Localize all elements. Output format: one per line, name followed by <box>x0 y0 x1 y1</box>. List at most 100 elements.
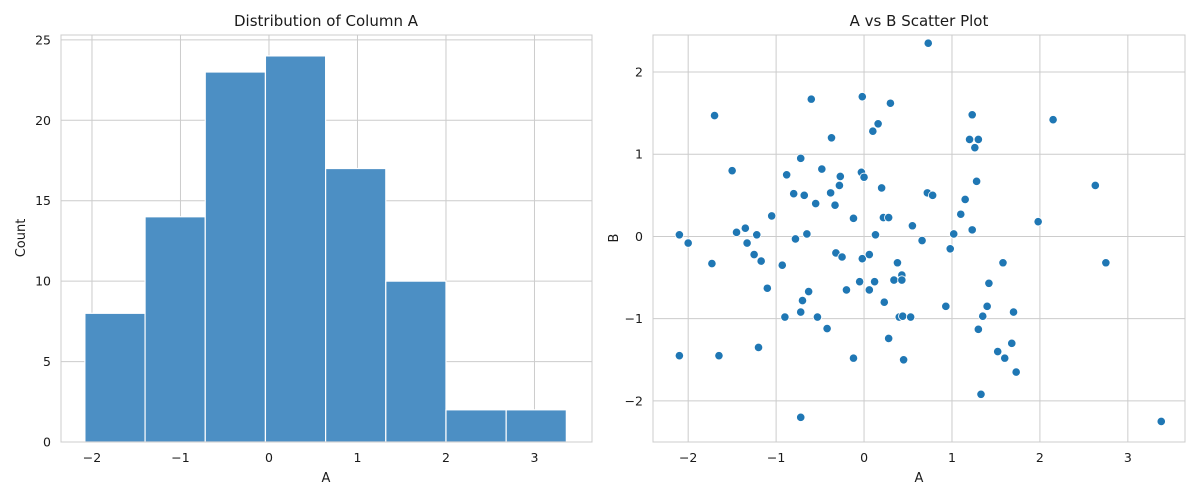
scatter-y-tick-label: −1 <box>625 311 643 326</box>
histogram-x-tick-label: 1 <box>353 450 361 465</box>
scatter-point <box>841 285 852 295</box>
scatter-point <box>796 153 806 163</box>
scatter-point <box>777 260 787 270</box>
scatter-point <box>799 190 809 200</box>
histogram-frame <box>60 34 593 443</box>
histogram-bar <box>325 167 387 443</box>
scatter-y-tick-label: 1 <box>635 147 643 162</box>
scatter-point <box>834 180 845 191</box>
histogram-y-label: Count <box>14 219 29 258</box>
scatter-y-tick-label: 2 <box>635 65 643 80</box>
scatter-point <box>709 110 720 121</box>
scatter-point <box>993 346 1003 357</box>
histogram-x-tick-label: 2 <box>442 450 450 465</box>
scatter-point <box>835 171 845 182</box>
scatter-point <box>790 234 801 244</box>
scatter-point <box>796 412 806 422</box>
scatter-point <box>906 312 916 322</box>
scatter-point <box>749 249 759 260</box>
scatter-point <box>756 256 766 266</box>
scatter-point <box>826 133 837 143</box>
scatter-point <box>753 342 764 353</box>
scatter-point <box>870 230 881 240</box>
histogram-x-tick-label: 3 <box>530 450 538 465</box>
scatter-point <box>864 249 874 260</box>
scatter-y-tick-label: 0 <box>635 229 643 244</box>
scatter-point <box>857 254 867 264</box>
scatter-point <box>868 126 878 136</box>
scatter-point <box>973 324 983 334</box>
scatter-point <box>674 230 684 240</box>
scatter-x-tick-label: 3 <box>1124 450 1132 465</box>
scatter-point <box>884 212 894 223</box>
histogram-bar <box>505 409 567 443</box>
scatter-point <box>837 252 847 262</box>
scatter-point <box>885 98 896 108</box>
histogram-y-tick-label: 0 <box>43 435 51 450</box>
histogram-bar <box>385 280 447 443</box>
histogram-bar <box>204 71 267 443</box>
histogram-bar <box>264 55 327 443</box>
scatter-point <box>923 38 933 48</box>
scatter-point <box>998 258 1008 268</box>
scatter-point <box>964 134 975 145</box>
scatter-point <box>804 286 814 297</box>
scatter-point <box>960 194 970 205</box>
scatter-point <box>1033 217 1043 227</box>
scatter-point <box>928 190 938 200</box>
scatter-point <box>822 323 832 334</box>
scatter-point <box>869 277 880 287</box>
scatter-point <box>782 170 792 180</box>
scatter-point <box>731 227 742 237</box>
scatter-y-ticks: −2 −1 0 1 2 <box>625 65 643 409</box>
scatter-point <box>892 258 903 268</box>
histogram-axes: Distribution of Column A −2 −1 0 1 2 3 0 5 10 15… <box>14 12 593 486</box>
scatter-x-tick-label: 2 <box>1036 450 1044 465</box>
histogram-title: Distribution of Column A <box>234 12 419 30</box>
scatter-point <box>826 188 836 198</box>
scatter-point <box>857 92 867 102</box>
scatter-point <box>970 143 980 153</box>
histogram-x-label: A <box>322 471 331 486</box>
histogram-y-tick-label: 25 <box>35 32 51 47</box>
scatter-point <box>1101 258 1111 268</box>
scatter-point <box>978 311 988 321</box>
scatter-point <box>899 355 909 365</box>
scatter-point <box>752 230 762 240</box>
scatter-point <box>984 278 994 288</box>
scatter-x-tick-label: −1 <box>767 450 785 465</box>
scatter-point <box>855 277 865 287</box>
scatter-x-label: A <box>915 471 924 486</box>
scatter-point <box>1090 180 1100 191</box>
histogram-y-tick-label: 5 <box>43 354 51 369</box>
scatter-point <box>1007 338 1017 348</box>
scatter-point <box>727 166 737 176</box>
scatter-point <box>1048 115 1058 125</box>
scatter-x-tick-label: 0 <box>860 450 868 465</box>
scatter-point <box>877 183 887 193</box>
scatter-frame <box>652 34 1186 443</box>
scatter-point <box>780 312 790 322</box>
scatter-point <box>884 333 894 343</box>
scatter-point <box>956 209 966 219</box>
histogram-bar <box>445 409 507 443</box>
scatter-point <box>859 172 869 182</box>
scatter-point <box>1011 367 1021 377</box>
scatter-point <box>714 351 724 361</box>
scatter-points <box>674 38 1166 427</box>
scatter-point <box>949 229 959 239</box>
scatter-point <box>683 238 693 248</box>
scatter-x-tick-label: 1 <box>948 450 956 465</box>
scatter-point <box>879 297 889 307</box>
scatter-point <box>762 283 772 293</box>
scatter-point <box>802 229 812 239</box>
scatter-point <box>848 213 859 223</box>
scatter-point <box>945 244 955 254</box>
scatter-point <box>907 221 918 231</box>
scatter-point <box>811 198 821 209</box>
scatter-point <box>973 134 983 145</box>
scatter-point <box>674 351 684 361</box>
scatter-title: A vs B Scatter Plot <box>850 12 989 30</box>
scatter-point <box>1000 353 1010 363</box>
scatter-point <box>917 235 927 246</box>
